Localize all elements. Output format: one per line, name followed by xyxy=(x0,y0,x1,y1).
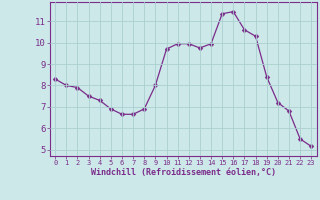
X-axis label: Windchill (Refroidissement éolien,°C): Windchill (Refroidissement éolien,°C) xyxy=(91,168,276,177)
